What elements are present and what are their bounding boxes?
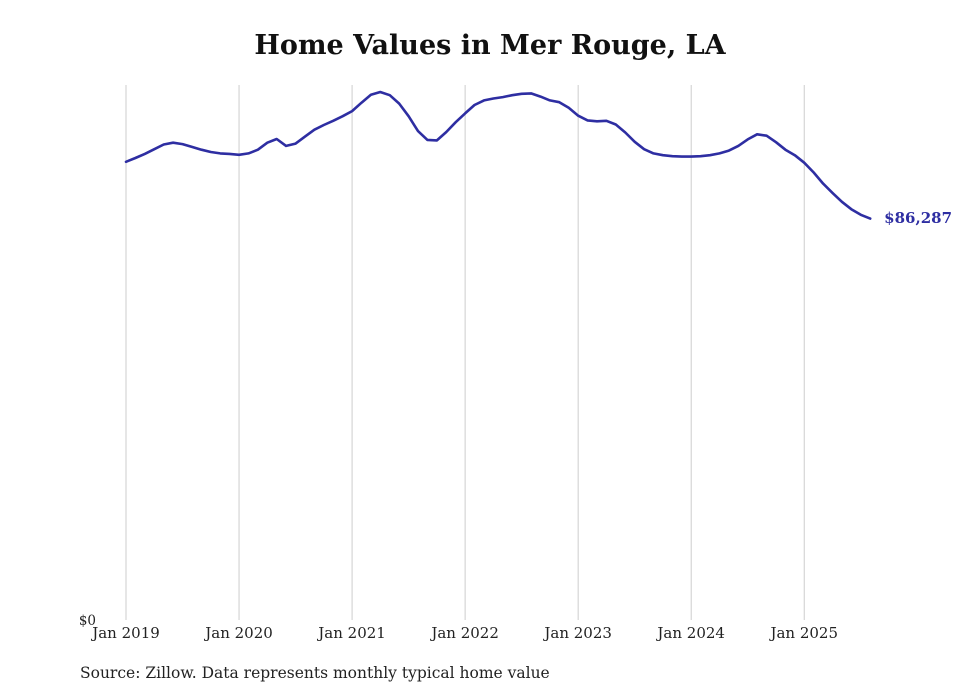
source-note: Source: Zillow. Data represents monthly … <box>80 664 550 682</box>
x-tick-label: Jan 2020 <box>203 624 273 642</box>
chart-title: Home Values in Mer Rouge, LA <box>254 30 726 61</box>
x-tick-label: Jan 2021 <box>316 624 386 642</box>
x-tick-label: Jan 2019 <box>90 624 160 642</box>
home-value-line <box>124 90 872 220</box>
x-tick-label: Jan 2024 <box>655 624 725 642</box>
x-tick-label: Jan 2022 <box>429 624 499 642</box>
y-axis-zero-label: $0 <box>79 613 96 629</box>
x-tick-label: Jan 2025 <box>768 624 838 642</box>
x-tick-label: Jan 2023 <box>542 624 612 642</box>
end-value-label: $86,287 <box>884 208 953 227</box>
